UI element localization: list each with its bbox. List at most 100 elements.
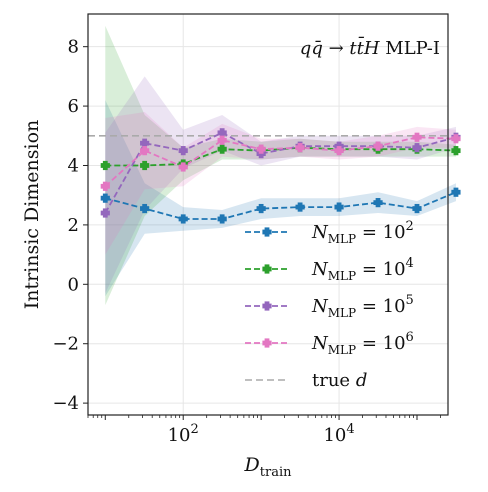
marker-bar-v	[414, 132, 420, 142]
data-point	[451, 134, 461, 144]
data-point	[373, 198, 383, 208]
legend-label: true d	[312, 370, 367, 391]
marker-bar-v	[375, 141, 381, 151]
legend-label: NMLP = 104	[311, 256, 414, 283]
legend: NMLP = 102 NMLP = 104 NMLP = 105 NMLP = 106…	[245, 219, 414, 391]
legend-item-reference: true d	[245, 370, 367, 391]
legend-item-4: NMLP = 106	[245, 330, 414, 357]
marker-bar-v	[102, 193, 108, 203]
data-point	[373, 141, 383, 151]
y-tick-label: 6	[68, 96, 79, 117]
data-point	[334, 202, 344, 212]
marker-bar-v	[142, 138, 148, 148]
uncertainty-band-2	[105, 25, 457, 306]
legend-item-2: NMLP = 104	[245, 256, 414, 283]
series-line-2	[105, 146, 457, 167]
data-point	[140, 146, 150, 156]
marker-bar-v	[414, 143, 420, 153]
data-point	[140, 203, 150, 214]
marker-bar-v	[142, 160, 148, 171]
marker-bar-v	[258, 203, 264, 214]
y-tick-label: −2	[52, 334, 79, 355]
y-tick-label: 2	[68, 215, 79, 236]
marker-bar-v	[102, 181, 108, 191]
marker-bar-v	[264, 301, 270, 311]
uncertainty-band-1	[105, 100, 457, 297]
data-point	[295, 143, 305, 153]
marker-bar-v	[453, 134, 459, 144]
marker-bar-v	[219, 128, 225, 138]
data-point	[140, 138, 150, 148]
legend-item-3: NMLP = 105	[245, 293, 414, 320]
series-markers	[100, 128, 461, 224]
legend-label: NMLP = 106	[311, 330, 414, 357]
data-point	[295, 202, 305, 212]
y-tick-label: 0	[68, 274, 79, 295]
marker-bar-v	[453, 146, 459, 156]
marker-bar-v	[375, 198, 381, 208]
legend-label: NMLP = 102	[311, 219, 414, 246]
marker-bar-v	[102, 160, 108, 171]
y-tick-label: 8	[68, 37, 79, 58]
data-point	[100, 160, 110, 171]
data-point	[412, 143, 422, 153]
marker-bar-v	[219, 144, 225, 154]
data-point	[178, 214, 188, 224]
data-point	[412, 203, 422, 214]
marker-bar-v	[336, 202, 342, 212]
data-point	[140, 160, 150, 171]
x-tick-label: 104	[323, 422, 354, 446]
data-point	[217, 144, 227, 154]
marker-bar-v	[453, 187, 459, 197]
marker-bar-v	[264, 227, 270, 237]
marker-bar-v	[297, 143, 303, 153]
marker-bar-v	[414, 203, 420, 214]
marker-bar-v	[258, 144, 264, 154]
legend-swatch-marker	[262, 301, 272, 311]
data-point	[334, 146, 344, 156]
data-point	[451, 146, 461, 156]
marker-bar-v	[142, 146, 148, 156]
legend-swatch-marker	[262, 264, 272, 274]
series-line-3	[104, 131, 457, 214]
data-point	[217, 128, 227, 138]
marker-bar-v	[180, 162, 186, 172]
data-point	[100, 181, 110, 191]
marker-bar-v	[180, 214, 186, 224]
marker-bar-v	[219, 135, 225, 145]
series-lines	[104, 131, 457, 220]
data-point	[256, 144, 266, 154]
grid-layer	[88, 14, 448, 415]
plot-frame	[87, 13, 449, 416]
legend-swatch-marker	[262, 338, 272, 348]
legend-item-1: NMLP = 102	[245, 219, 414, 246]
marker-bar-v	[102, 208, 108, 218]
x-tick-label: 102	[168, 422, 199, 446]
marker-bar-v	[297, 202, 303, 212]
marker-bar-v	[142, 203, 148, 214]
data-point	[451, 187, 461, 197]
data-point	[217, 214, 227, 224]
marker-bar-v	[264, 264, 270, 274]
marker-bar-v	[180, 146, 186, 156]
marker-bar-v	[264, 338, 270, 348]
y-tick-label: 4	[68, 155, 79, 176]
marker-bar-v	[336, 146, 342, 156]
data-point	[100, 193, 110, 203]
legend-label: NMLP = 105	[311, 293, 414, 320]
data-point	[412, 132, 422, 142]
data-point	[178, 146, 188, 156]
legend-swatch-marker	[262, 227, 272, 237]
uncertainty-band-3	[105, 76, 457, 294]
data-point	[256, 203, 266, 214]
x-axis-title: Dtrain	[244, 454, 293, 480]
y-tick-label: −4	[52, 393, 79, 414]
y-axis-title: Intrinsic Dimension	[21, 120, 43, 310]
tick-layer: −4 −2 0 2 4 6 8 102 104	[52, 37, 441, 446]
series-line-4	[104, 136, 457, 187]
marker-bar-v	[219, 214, 225, 224]
data-point	[178, 162, 188, 172]
data-point	[217, 135, 227, 145]
